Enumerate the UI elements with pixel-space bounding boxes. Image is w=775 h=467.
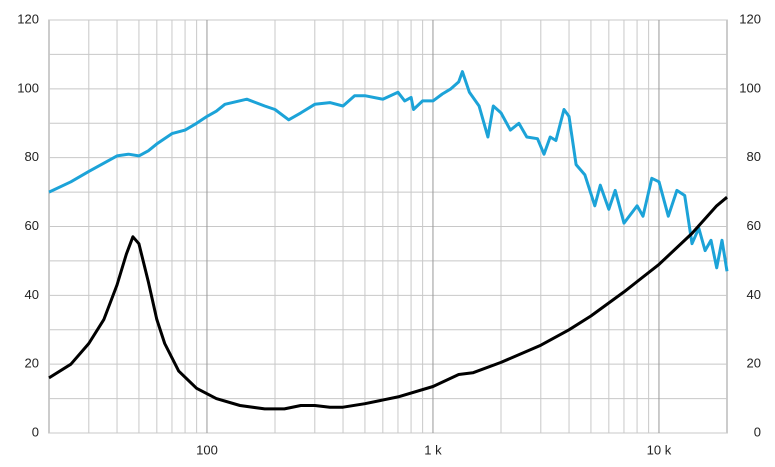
y2-tick-label: 120 — [739, 11, 761, 26]
y-tick-label: 20 — [25, 356, 39, 371]
y-tick-label: 80 — [25, 149, 39, 164]
y2-tick-label: 60 — [747, 218, 761, 233]
y2-tick-label: 20 — [747, 356, 761, 371]
y2-tick-label: 40 — [747, 287, 761, 302]
x-tick-label: 100 — [196, 442, 218, 457]
x-tick-label: 1 k — [424, 442, 442, 457]
y-tick-label: 60 — [25, 218, 39, 233]
y2-tick-label: 100 — [739, 80, 761, 95]
y-tick-label: 0 — [32, 424, 39, 439]
series-line — [48, 70, 729, 272]
series-line — [48, 196, 728, 411]
y-tick-label: 40 — [25, 287, 39, 302]
y-tick-label: 120 — [17, 11, 39, 26]
x-tick-label: 10 k — [647, 442, 672, 457]
y2-tick-label: 0 — [754, 424, 761, 439]
y2-tick-label: 80 — [747, 149, 761, 164]
y-tick-label: 100 — [17, 80, 39, 95]
